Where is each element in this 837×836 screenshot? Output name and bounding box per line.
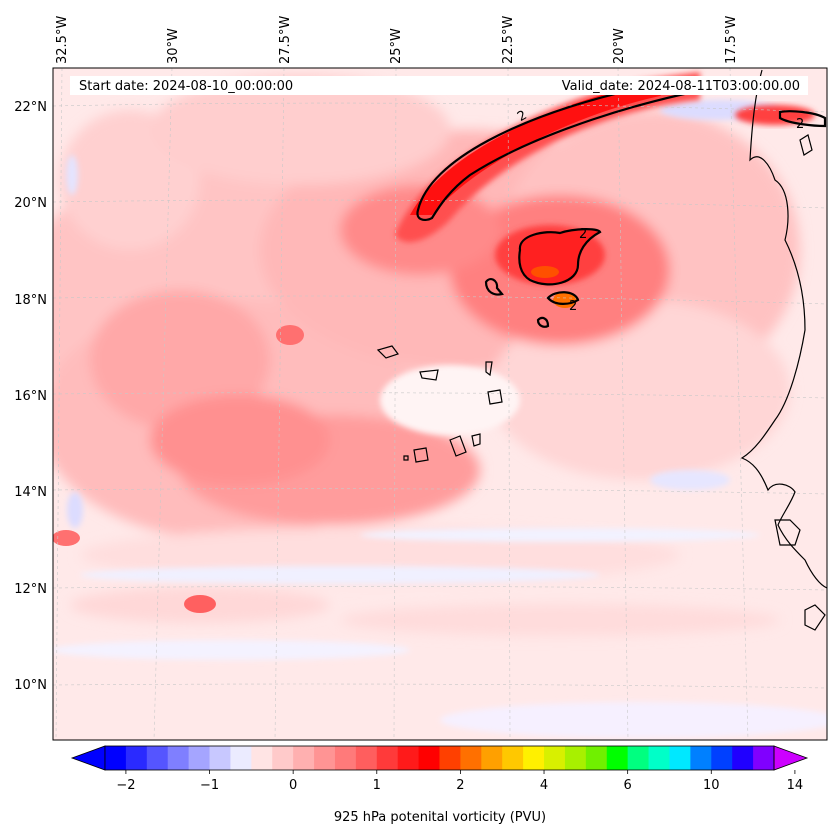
valid-date-label: Valid_date: 2024-08-11T03:00:00.00 <box>562 79 800 94</box>
latitude-labels: 22°N 20°N 18°N 16°N 14°N 12°N 10°N <box>14 100 47 693</box>
colorbar-cell <box>711 746 733 770</box>
colorbar-cell <box>564 746 587 770</box>
lat-label: 12°N <box>14 582 47 597</box>
colorbar-cell <box>397 746 420 770</box>
start-date-label: Start date: 2024-08-10_00:00:00 <box>79 79 293 94</box>
colorbar-cell <box>293 746 315 770</box>
colorbar-tick-label: 0 <box>289 778 297 793</box>
colorbar-frame <box>104 745 775 771</box>
colorbar-cell <box>439 746 461 770</box>
colorbar-cell <box>355 746 378 770</box>
lat-label: 20°N <box>14 196 47 211</box>
colorbar-cell <box>376 746 399 770</box>
lon-label: 27.5°W <box>278 16 293 64</box>
colorbar-tick-label: 4 <box>540 778 548 793</box>
lon-label: 25°W <box>389 28 404 64</box>
colorbar-cell <box>544 746 566 770</box>
colorbar-cell <box>251 746 273 770</box>
colorbar-cell <box>167 746 190 770</box>
colorbar-tick-label: 14 <box>787 778 804 793</box>
colorbar-cell <box>606 746 629 770</box>
colorbar-cell <box>669 746 691 770</box>
low-vorticity-bands <box>53 100 827 738</box>
colorbar-cell <box>334 746 357 770</box>
lat-label: 22°N <box>14 100 47 115</box>
colorbar-cell <box>753 746 775 770</box>
map-panel: 2 2 2 2 Start date: 2024-08-10_00:00:00 … <box>52 67 828 741</box>
colorbar-cell <box>732 746 754 770</box>
colorbar-tick-label: 10 <box>703 778 720 793</box>
contour-label-east: 2 <box>796 117 804 132</box>
colorbar-cell <box>146 746 169 770</box>
coastline <box>376 69 827 631</box>
colorbar-cell <box>418 746 440 770</box>
colorbar-tick-label: 2 <box>456 778 464 793</box>
colorbar: −2 −1 0 1 2 4 6 10 14 925 hPa potenital vorticit… <box>70 745 809 825</box>
longitude-labels: 32.5°W 30°W 27.5°W 25°W 22.5°W 20°W 17.5… <box>55 16 739 64</box>
colorbar-cell <box>460 746 482 770</box>
colorbar-tick-label: 6 <box>624 778 632 793</box>
lat-label: 16°N <box>14 389 47 404</box>
lat-label: 10°N <box>14 678 47 693</box>
lon-label: 22.5°W <box>501 16 516 64</box>
graticule <box>53 68 827 740</box>
colorbar-cell <box>481 746 503 770</box>
colorbar-cell <box>314 746 336 770</box>
lon-label: 20°W <box>612 28 627 64</box>
colorbar-tick-label: −2 <box>116 778 135 793</box>
contour-label-center: 2 <box>579 227 587 242</box>
colorbar-cell <box>585 746 608 770</box>
header-strip <box>70 76 808 95</box>
lon-label: 30°W <box>166 28 181 64</box>
colorbar-cell <box>230 746 252 770</box>
lon-label: 32.5°W <box>55 16 70 64</box>
colorbar-cell <box>648 746 670 770</box>
lat-label: 14°N <box>14 485 47 500</box>
colorbar-extend-max <box>773 745 809 771</box>
colorbar-cell <box>627 746 650 770</box>
colorbar-ticks: −2 −1 0 1 2 4 6 10 14 <box>116 770 803 793</box>
colorbar-extend-min <box>70 745 106 771</box>
lat-label: 18°N <box>14 293 47 308</box>
pv-contours <box>416 76 827 328</box>
colorbar-cell <box>523 746 545 770</box>
colorbar-cell <box>105 746 127 770</box>
colorbar-cell <box>690 746 712 770</box>
contour-label-south: 2 <box>569 299 577 314</box>
colorbar-cell <box>272 746 294 770</box>
colorbar-cells <box>105 746 775 770</box>
lon-label: 17.5°W <box>724 16 739 64</box>
colorbar-cell <box>125 746 148 770</box>
colorbar-tick-label: 1 <box>373 778 381 793</box>
colorbar-tick-label: −1 <box>200 778 219 793</box>
colorbar-label: 925 hPa potenital vorticity (PVU) <box>334 810 546 825</box>
map-frame <box>52 67 828 741</box>
colorbar-cell <box>209 746 231 770</box>
colorbar-cell <box>188 746 211 770</box>
colorbar-cell <box>502 746 524 770</box>
